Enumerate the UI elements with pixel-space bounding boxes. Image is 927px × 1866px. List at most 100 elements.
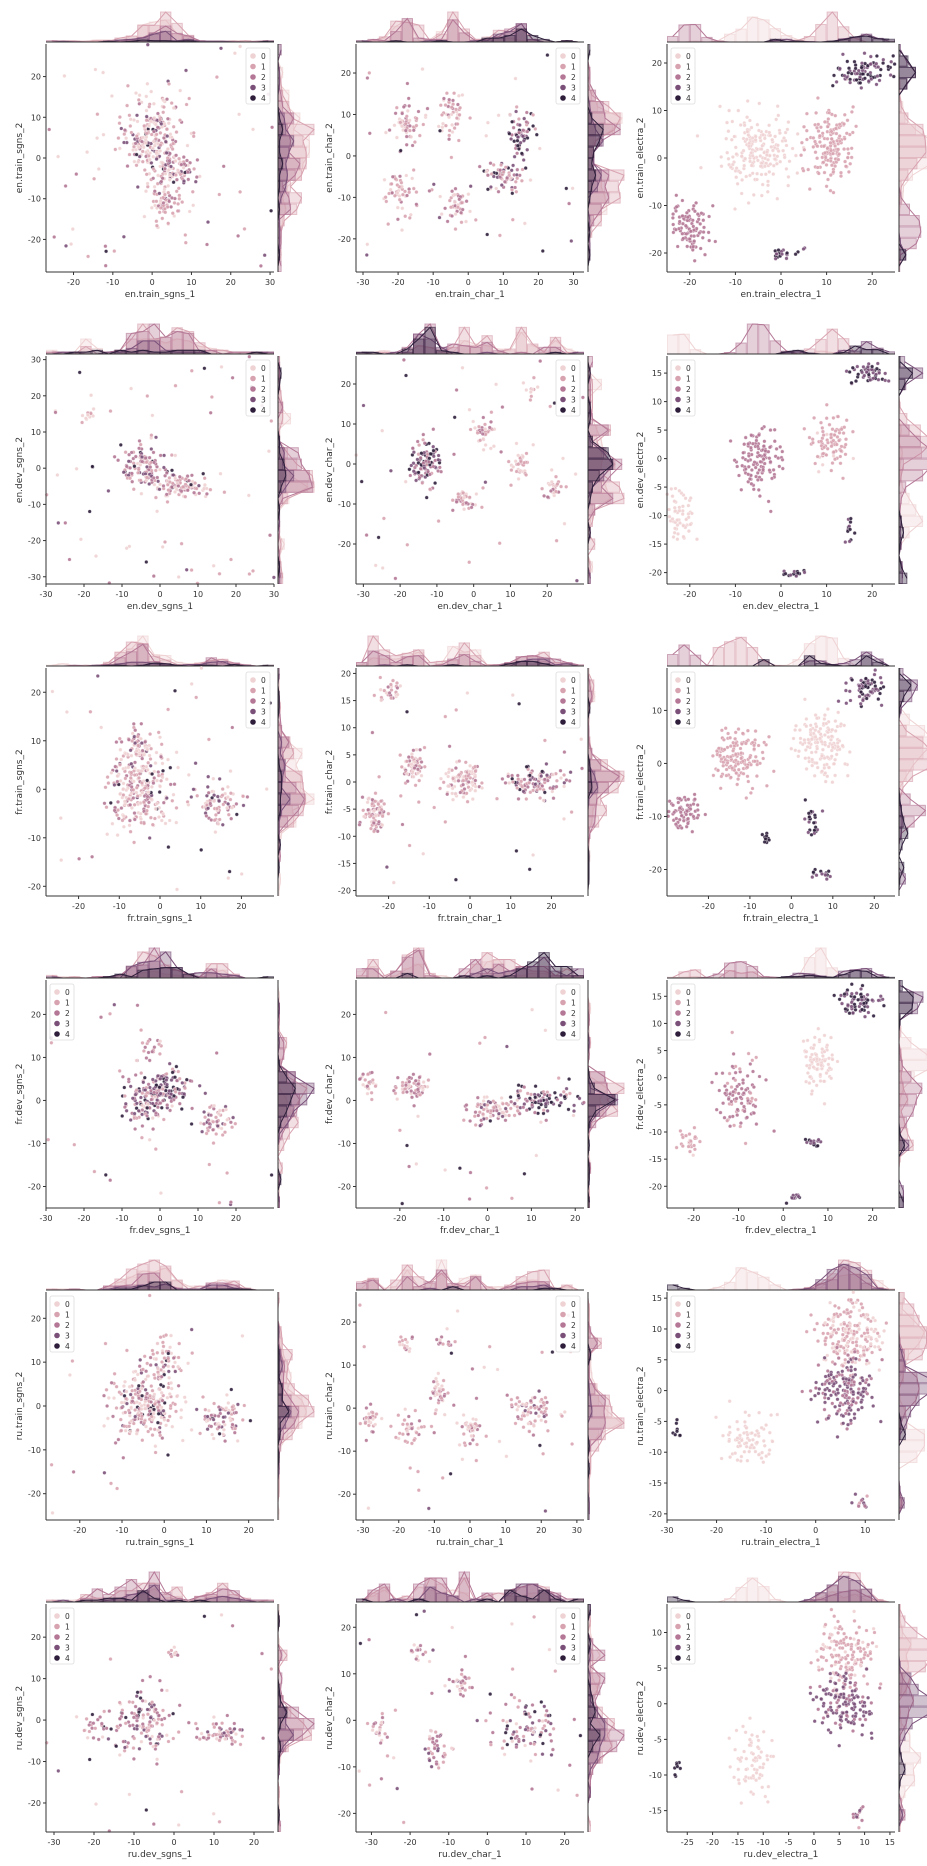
scatter-point	[873, 668, 878, 673]
histogram-bar	[898, 135, 926, 147]
x-tick-label: 0	[778, 590, 783, 599]
scatter-point	[806, 756, 811, 760]
scatter-point	[53, 410, 58, 415]
scatter-point	[833, 144, 838, 148]
scatter-point	[825, 146, 830, 151]
scatter-point	[775, 104, 780, 109]
scatter-point	[847, 539, 852, 544]
scatter-point	[562, 816, 566, 821]
scatter-point	[842, 73, 847, 78]
scatter-point	[697, 231, 702, 236]
scatter-point	[489, 410, 494, 415]
scatter-point	[268, 533, 272, 538]
scatter-point	[148, 119, 153, 124]
scatter-point	[159, 121, 164, 126]
scatter-point	[453, 792, 458, 796]
scatter-point	[798, 736, 803, 741]
scatter-point	[525, 785, 530, 789]
legend-marker	[560, 677, 566, 683]
scatter-point	[564, 484, 569, 489]
scatter-point	[730, 119, 735, 124]
scatter-point	[675, 518, 680, 523]
scatter-point	[745, 99, 750, 103]
scatter-point	[473, 217, 478, 222]
legend-box	[670, 47, 696, 105]
scatter-point	[698, 221, 703, 226]
scatter-point	[459, 220, 464, 225]
scatter-point	[141, 766, 146, 771]
scatter-point	[391, 880, 396, 885]
scatter-point	[742, 442, 747, 447]
scatter-point	[135, 119, 140, 124]
jointplot-panel: -30 -20 -10 0 10 20 30-30-20-100102030en.dev_s…	[15, 323, 315, 612]
legend-label: 4	[571, 718, 576, 727]
scatter-point	[739, 487, 744, 492]
scatter-point	[439, 776, 443, 781]
scatter-point	[183, 494, 188, 499]
scatter-point	[154, 199, 159, 204]
scatter-point	[410, 446, 415, 451]
scatter-point	[136, 160, 141, 164]
kde-line	[277, 49, 301, 267]
scatter-point	[217, 799, 222, 804]
scatter-point	[690, 829, 695, 834]
legend-box	[245, 671, 271, 729]
x-tick-label: -20	[382, 902, 395, 911]
scatter-point	[700, 235, 705, 240]
scatter-point	[209, 395, 214, 399]
histogram-bar	[758, 659, 770, 667]
y-tick-label: 20	[31, 392, 41, 401]
scatter-point	[724, 767, 729, 772]
scatter-point	[119, 126, 124, 131]
scatter-point	[152, 482, 157, 487]
scatter-point	[564, 186, 569, 191]
scatter-point	[752, 759, 757, 764]
scatter-point	[404, 134, 409, 139]
scatter-point	[128, 829, 133, 834]
scatter-point	[821, 160, 826, 165]
scatter-point	[103, 244, 108, 249]
scatter-point	[121, 824, 126, 829]
scatter-point	[378, 687, 383, 692]
scatter-point	[456, 773, 461, 777]
scatter-point	[74, 466, 79, 471]
legend-label: 3	[261, 396, 266, 405]
histogram-bar	[803, 655, 816, 667]
scatter-point	[524, 472, 529, 477]
scatter-point	[454, 707, 459, 712]
scatter-point	[514, 469, 519, 474]
y-tick-label: 15	[652, 369, 662, 378]
x-tick-label: -20	[67, 278, 80, 287]
scatter-point	[762, 461, 767, 466]
scatter-point	[126, 765, 131, 770]
scatter-point	[184, 102, 189, 107]
scatter-point	[515, 786, 520, 790]
scatter-point	[874, 82, 879, 87]
scatter-point	[215, 806, 219, 811]
x-tick-label: -20	[683, 278, 696, 287]
scatter-point	[389, 696, 394, 701]
scatter-point	[528, 390, 533, 394]
scatter-point	[778, 159, 783, 164]
scatter-point	[816, 469, 821, 474]
scatter-point	[134, 785, 139, 790]
scatter-point	[677, 505, 682, 510]
scatter-point	[460, 502, 465, 507]
scatter-point	[185, 143, 190, 148]
scatter-point	[158, 453, 163, 458]
scatter-point	[152, 816, 157, 821]
scatter-point	[398, 120, 403, 125]
scatter-point	[145, 794, 150, 799]
scatter-point	[758, 164, 763, 169]
scatter-point	[837, 430, 842, 435]
y-axis-label: en.dev_sgns_2	[15, 437, 25, 503]
scatter-point	[189, 795, 194, 799]
legend-marker	[560, 365, 566, 371]
scatter-point	[774, 251, 779, 256]
scatter-point	[851, 456, 856, 461]
scatter-point	[793, 252, 798, 257]
scatter-point	[815, 454, 820, 459]
scatter-point	[426, 460, 431, 464]
scatter-point	[160, 216, 165, 221]
scatter-point	[542, 790, 547, 795]
